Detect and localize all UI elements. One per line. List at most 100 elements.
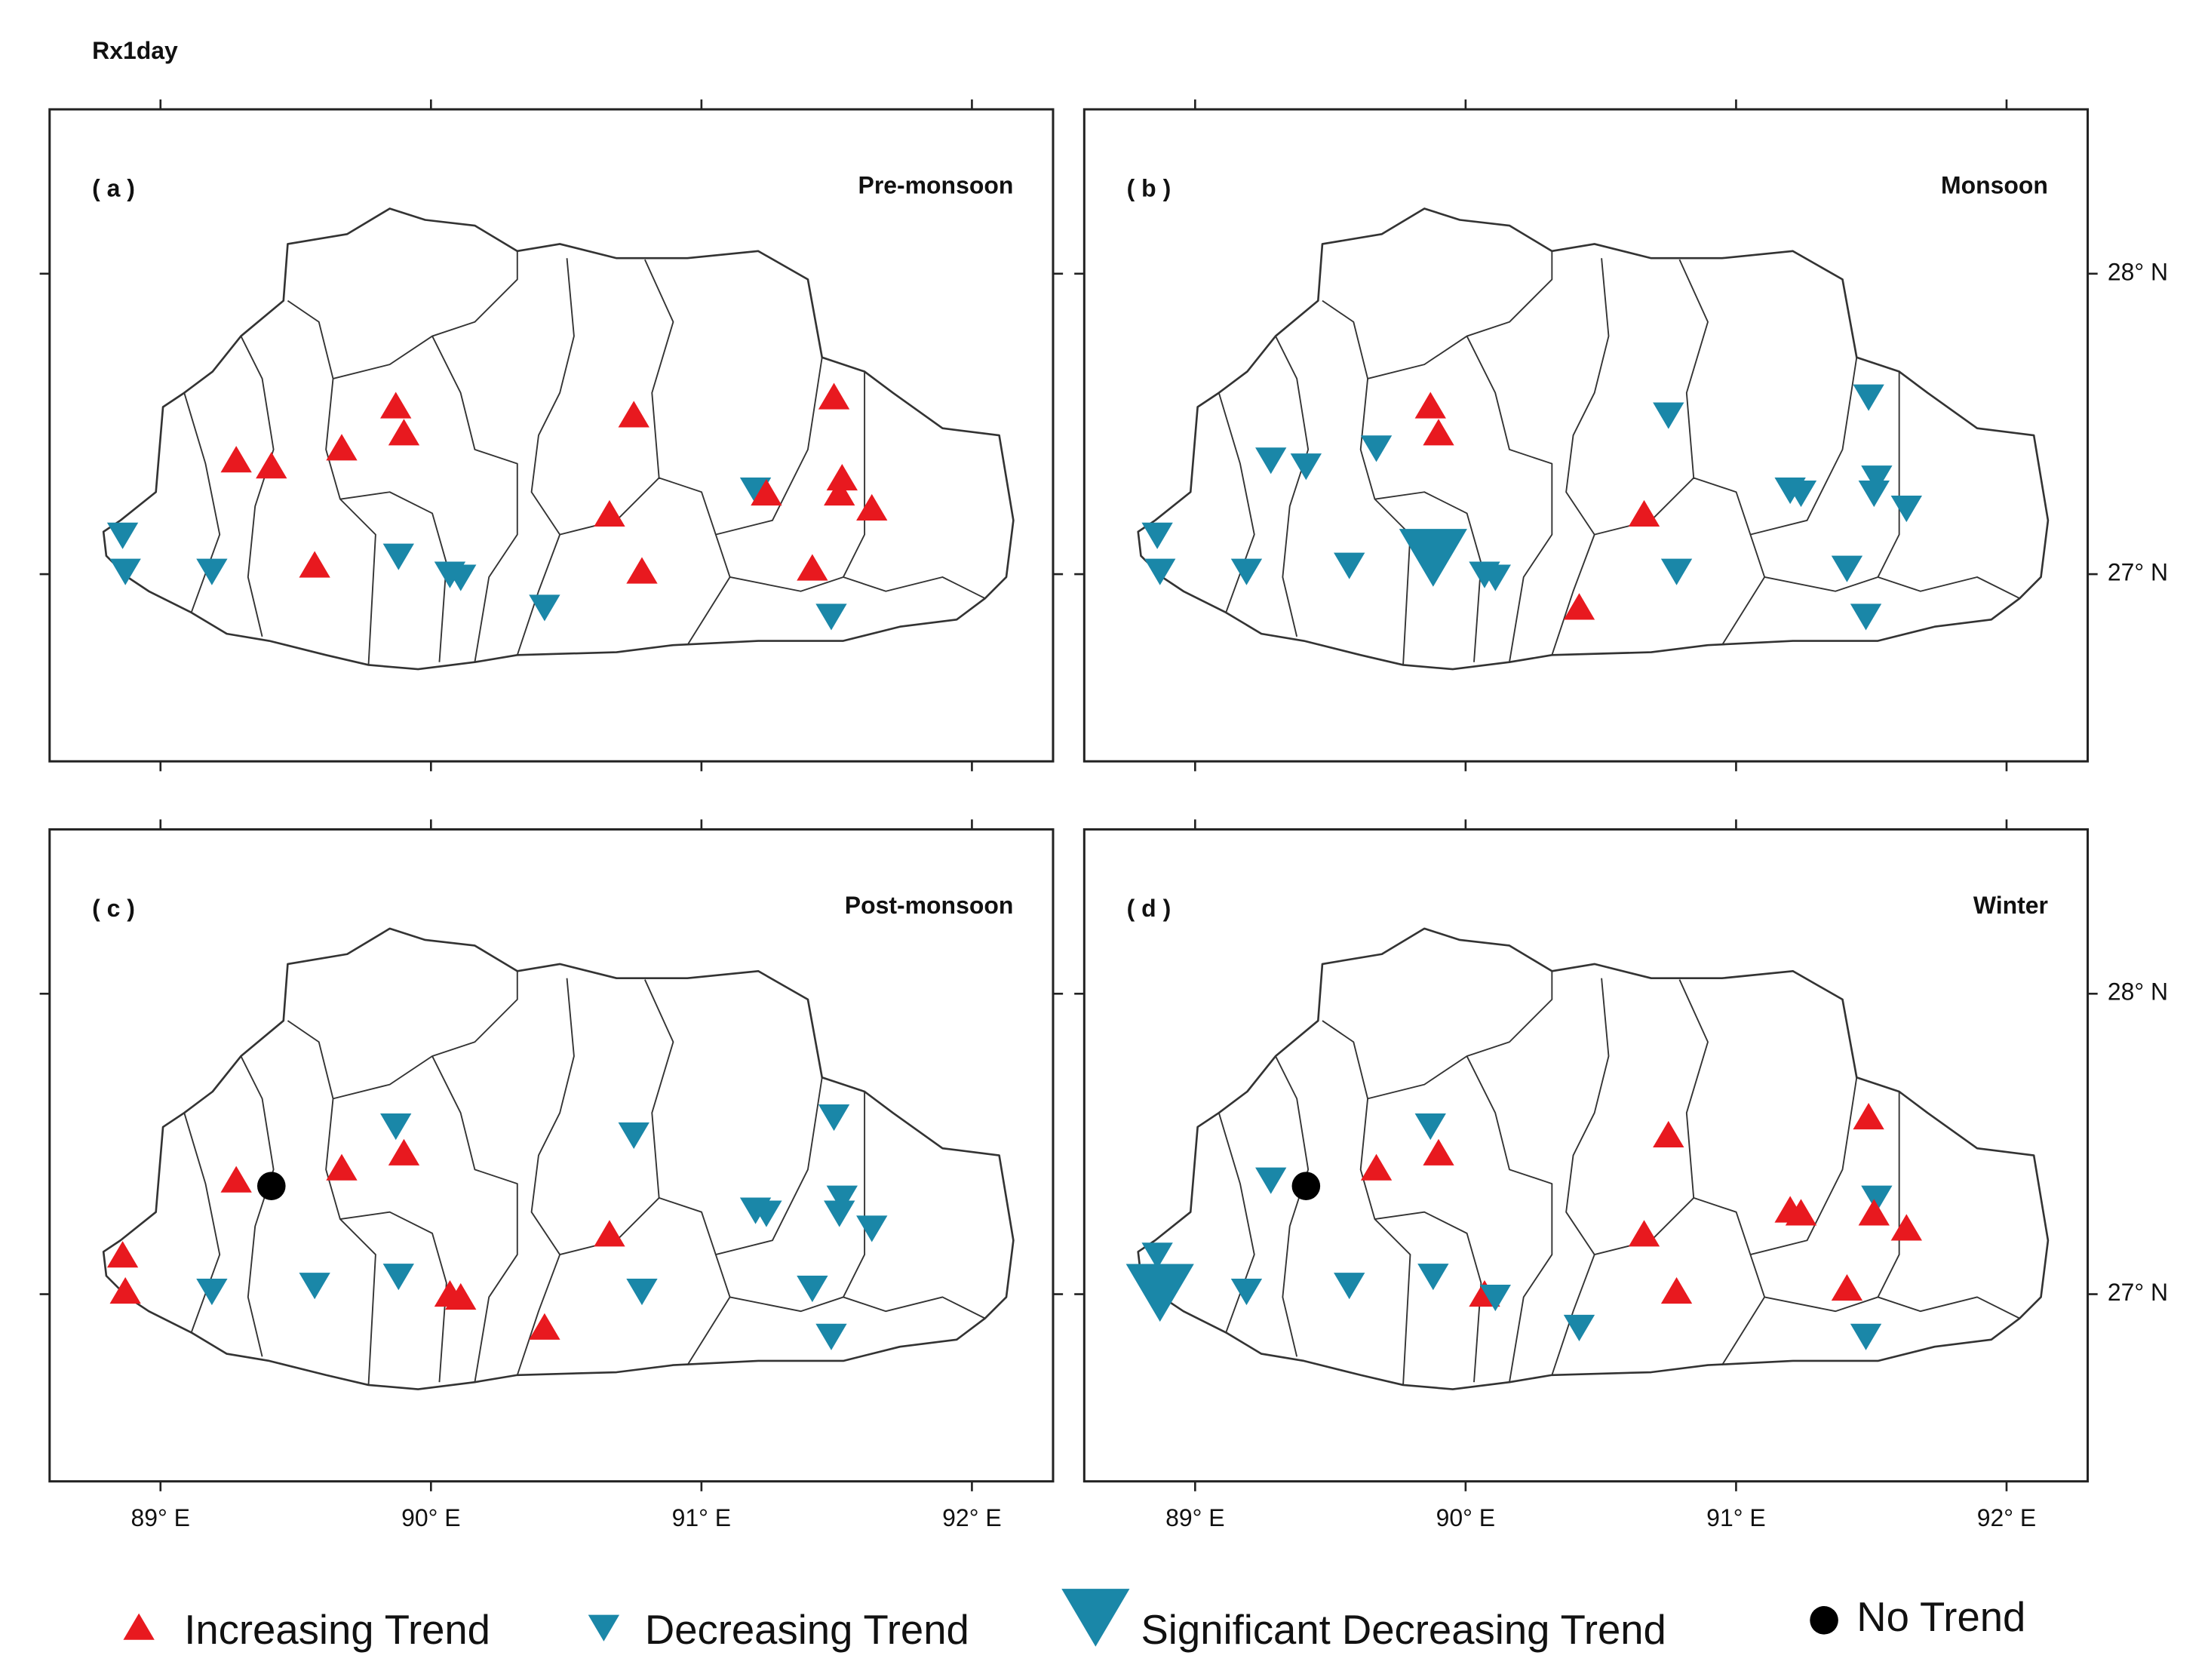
x-tick-label: 90° E: [1436, 1504, 1495, 1531]
marker: [109, 1276, 141, 1304]
marker: [1890, 495, 1922, 523]
map-panel: ( b ) Monsoon 28° N 27° N: [1074, 99, 2168, 772]
marker: [1628, 1220, 1660, 1247]
marker: [380, 392, 412, 419]
panel-frame: [1082, 828, 2090, 1483]
marker: [1853, 1102, 1884, 1130]
marker: [856, 1215, 888, 1242]
marker: [1628, 499, 1660, 527]
panel-title: Pre-monsoon: [858, 172, 1014, 199]
marker: [618, 401, 649, 428]
y-tick-label: 28° N: [2108, 258, 2168, 285]
panel-frame: [1082, 108, 2090, 763]
marker: [751, 478, 782, 506]
legend: Increasing Trend Decreasing Trend Signific…: [123, 1589, 2025, 1653]
marker: [445, 1282, 477, 1310]
marker: [1858, 1199, 1890, 1226]
marker: [388, 1138, 420, 1166]
marker: [594, 1220, 625, 1247]
marker: [618, 1122, 649, 1150]
marker: [299, 1273, 330, 1300]
marker: [256, 452, 287, 479]
marker: [1290, 453, 1322, 481]
marker: [751, 1200, 782, 1227]
marker: [1334, 552, 1365, 579]
marker: [856, 493, 888, 521]
map-panel: ( a ) Pre-monsoon: [39, 99, 1064, 772]
x-tick-label: 91° E: [672, 1504, 731, 1531]
map-panel: ( d ) Winter 89° E 90° E 91° E 92° E 28° N 27° …: [1074, 819, 2168, 1531]
marker: [826, 464, 858, 491]
marker: [815, 1323, 847, 1350]
map-panel: ( c ) Post-monsoon 89° E 90° E 91° E 92° E: [39, 819, 1064, 1531]
marker: [1563, 1314, 1595, 1341]
legend-label: Increasing Trend: [184, 1607, 490, 1653]
marker: [1423, 1138, 1454, 1166]
marker: [1141, 522, 1173, 549]
marker: [1831, 1273, 1863, 1301]
marker: [1861, 465, 1893, 493]
marker: [109, 558, 141, 585]
legend-marker: [1810, 1606, 1838, 1635]
panel-frame: [48, 828, 1055, 1483]
marker: [824, 1200, 855, 1227]
marker: [1141, 1242, 1173, 1270]
marker: [1858, 481, 1890, 508]
marker: [1334, 1273, 1365, 1300]
panel-frame: [48, 108, 1055, 763]
legend-marker: [123, 1613, 155, 1640]
panel-label: ( c ): [92, 895, 135, 922]
panel-label: ( a ): [92, 174, 135, 201]
x-tick-label: 92° E: [942, 1504, 1001, 1531]
marker: [1414, 1113, 1446, 1141]
marker: [196, 558, 228, 585]
marker: [815, 604, 847, 631]
marker: [1414, 392, 1446, 419]
marker: [326, 434, 358, 461]
y-tick-label: 27° N: [2108, 1279, 2168, 1306]
marker: [1230, 1279, 1263, 1306]
marker: [797, 554, 828, 581]
marker: [594, 499, 625, 527]
legend-label: Decreasing Trend: [645, 1607, 969, 1653]
marker: [326, 1153, 358, 1181]
marker: [1861, 1185, 1893, 1212]
marker: [797, 1276, 828, 1303]
marker: [1850, 604, 1882, 631]
panel-label: ( d ): [1127, 895, 1172, 922]
x-tick-label: 92° E: [1977, 1504, 2036, 1531]
marker: [826, 1185, 858, 1212]
marker: [1890, 1214, 1922, 1241]
marker: [1660, 558, 1693, 585]
marker: [1653, 1120, 1684, 1147]
panel-title: Winter: [1973, 892, 2048, 919]
panel-title: Post-monsoon: [845, 892, 1014, 919]
marker: [106, 522, 139, 549]
marker: [388, 419, 420, 446]
marker: [1255, 447, 1287, 475]
marker: [1785, 1199, 1817, 1226]
marker: [382, 543, 414, 570]
figure-title: Rx1day: [92, 37, 178, 64]
marker: [1660, 1276, 1693, 1304]
marker: [1831, 555, 1863, 582]
marker: [382, 1264, 414, 1291]
marker: [106, 1241, 139, 1268]
marker: [220, 446, 252, 473]
legend-marker: [588, 1614, 620, 1642]
marker: [1563, 593, 1595, 620]
marker: [1360, 435, 1393, 462]
legend-label: Significant Decreasing Trend: [1141, 1607, 1666, 1653]
marker: [1479, 564, 1511, 591]
marker: [445, 564, 477, 591]
marker: [1125, 1264, 1194, 1322]
legend-marker: [1061, 1589, 1130, 1647]
marker: [529, 1313, 560, 1340]
marker: [299, 551, 330, 578]
marker: [1479, 1284, 1511, 1312]
x-tick-label: 90° E: [401, 1504, 460, 1531]
marker: [529, 594, 560, 622]
y-tick-label: 28° N: [2108, 978, 2168, 1006]
